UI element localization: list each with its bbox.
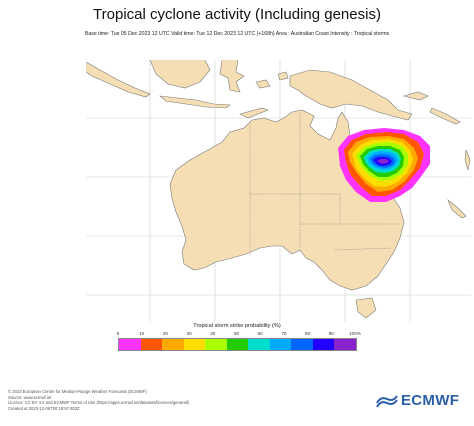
legend-tick-label: 30	[186, 331, 192, 336]
new-caledonia	[447, 199, 467, 219]
new-guinea	[289, 69, 413, 121]
legend-swatch	[140, 339, 163, 350]
legend-tick-label: 50	[233, 331, 240, 336]
state-borders	[249, 112, 400, 256]
legend-swatch	[334, 339, 357, 350]
legend-tick-label: 100%	[349, 331, 361, 336]
contour-100	[377, 159, 389, 164]
legend-tick-label: 20	[162, 331, 168, 336]
legend-tick-label: 70	[281, 331, 287, 336]
copyright-footer: © 2023 European Centre for Medium-Range …	[8, 389, 189, 411]
legend-swatch	[162, 339, 184, 350]
legend-swatch	[269, 339, 292, 350]
legend-tick-label: 10	[139, 331, 145, 336]
lesser-sunda-islands	[159, 95, 231, 109]
legend-swatch	[119, 339, 141, 350]
footer-line: Licence: CC BY 4.0 and ECMWF Terms of Us…	[8, 400, 190, 406]
vanuatu	[464, 149, 471, 171]
legend-color-bar	[118, 338, 357, 351]
footer-line: © 2023 European Centre for Medium-Range …	[8, 389, 147, 394]
ecmwf-logo: ECMWF	[376, 392, 459, 409]
tasmania	[355, 297, 377, 319]
legend-swatch	[205, 339, 227, 350]
legend-swatch	[291, 339, 313, 350]
java-island	[86, 61, 151, 98]
legend-tick-label: 60	[257, 331, 263, 336]
legend-title: Tropical storm strike probability (%)	[193, 323, 281, 329]
map-subtitle: Base time: Tue 05 Dec 2023 12 UTC Valid …	[84, 31, 390, 37]
maluku-islands	[255, 71, 289, 89]
legend-tick-label: 5	[116, 331, 120, 336]
ecmwf-logo-icon	[376, 394, 398, 408]
legend-swatch	[226, 339, 249, 350]
legend-swatch	[183, 339, 206, 350]
legend-tick-label: 80	[305, 331, 311, 336]
solomon-islands	[429, 107, 461, 125]
legend-tick-label: 90	[328, 331, 334, 336]
sulawesi	[219, 60, 245, 93]
legend-swatch	[248, 339, 270, 350]
timor	[239, 107, 269, 119]
footer-line: Created at 2023-12-06T00:19:57.802Z	[8, 405, 80, 411]
ecmwf-logo-text: ECMWF	[401, 392, 460, 409]
new-britain	[402, 91, 429, 101]
map-title: Tropical cyclone activity (Including gen…	[93, 6, 381, 23]
borneo	[149, 60, 211, 89]
strike-probability-contours	[338, 128, 430, 202]
legend-tick-labels: 5 10 20 30 40 50 60 70 80 90 100%	[116, 331, 361, 337]
legend-swatch	[312, 339, 335, 350]
footer-line: Source: www.ecmwf.int	[8, 394, 52, 400]
map-frame	[85, 59, 473, 323]
legend-tick-label: 40	[210, 331, 216, 336]
